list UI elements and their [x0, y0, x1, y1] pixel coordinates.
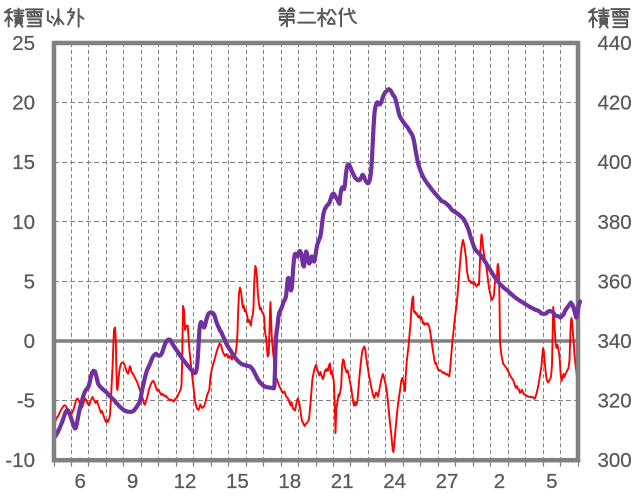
svg-text:27: 27: [436, 470, 459, 493]
svg-text:380: 380: [598, 211, 632, 234]
svg-text:15: 15: [12, 151, 35, 174]
svg-text:440: 440: [598, 32, 632, 55]
svg-text:21: 21: [331, 470, 354, 493]
svg-text:340: 340: [598, 330, 632, 353]
svg-text:-10: -10: [5, 449, 35, 472]
svg-text:5: 5: [24, 270, 35, 293]
svg-text:360: 360: [598, 270, 632, 293]
svg-text:300: 300: [598, 449, 632, 472]
svg-text:400: 400: [598, 151, 632, 174]
svg-text:9: 9: [127, 470, 138, 493]
svg-text:2: 2: [494, 470, 505, 493]
svg-text:420: 420: [598, 92, 632, 115]
svg-text:0: 0: [24, 330, 35, 353]
svg-text:6: 6: [74, 470, 85, 493]
svg-text:15: 15: [226, 470, 249, 493]
svg-text:25: 25: [12, 32, 35, 55]
svg-text:24: 24: [383, 470, 406, 493]
svg-text:5: 5: [546, 470, 557, 493]
svg-text:10: 10: [12, 211, 35, 234]
svg-text:20: 20: [12, 92, 35, 115]
svg-text:12: 12: [174, 470, 197, 493]
svg-text:18: 18: [278, 470, 301, 493]
svg-text:-5: -5: [17, 390, 35, 413]
svg-text:320: 320: [598, 390, 632, 413]
